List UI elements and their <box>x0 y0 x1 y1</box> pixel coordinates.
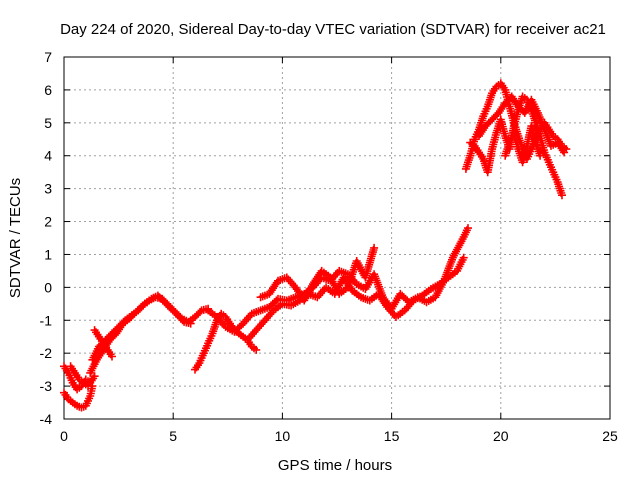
series-marks-m <box>475 92 569 157</box>
y-axis-title: SDTVAR / TECUs <box>7 178 24 298</box>
y-tick-label: 1 <box>44 246 52 262</box>
series-g <box>191 309 261 374</box>
series-marks-a <box>60 382 97 412</box>
x-axis-title: GPS time / hours <box>278 457 392 474</box>
series-j <box>256 243 379 305</box>
x-tick-label: 25 <box>602 428 618 444</box>
series-marks-d <box>86 293 213 377</box>
y-tick-label: 6 <box>44 82 52 98</box>
y-tick-label: 5 <box>44 115 52 131</box>
y-tick-label: 4 <box>44 148 52 164</box>
series-marks-e <box>88 291 195 364</box>
y-tick-label: 7 <box>44 49 52 65</box>
series-f <box>90 326 116 361</box>
series-marks-j <box>256 243 379 305</box>
x-tick-label: 0 <box>60 428 68 444</box>
x-tick-label: 20 <box>493 428 509 444</box>
series-n <box>501 122 545 167</box>
plot-frame <box>63 56 611 420</box>
y-tick-label: -2 <box>40 345 53 361</box>
series-marks-h <box>204 224 472 336</box>
y-tick-label: -4 <box>40 411 53 427</box>
series-marks-f <box>90 326 116 361</box>
x-tick-label: 5 <box>169 428 177 444</box>
grid-lines <box>64 57 610 419</box>
series-m <box>475 92 569 157</box>
series-i <box>243 253 468 344</box>
chart-title: Day 224 of 2020, Sidereal Day-to-day VTE… <box>60 21 606 38</box>
y-tick-label: 2 <box>44 214 52 230</box>
axis-ticks <box>63 56 611 420</box>
y-tick-labels: -4 -3 -2 -1 0 1 2 3 4 5 6 7 <box>40 49 53 427</box>
series-a <box>60 382 97 412</box>
series-marks-g <box>191 309 261 374</box>
y-tick-label: -1 <box>40 312 53 328</box>
series-marks-c <box>66 362 92 391</box>
y-tick-label: 3 <box>44 181 52 197</box>
data-marks <box>60 79 571 412</box>
x-tick-label: 15 <box>384 428 400 444</box>
series-marks-i <box>243 253 468 344</box>
series-e <box>88 291 195 364</box>
series-d <box>86 293 213 377</box>
x-tick-label: 10 <box>275 428 291 444</box>
series-h <box>204 224 472 336</box>
series-c <box>66 362 92 391</box>
y-tick-label: 0 <box>44 279 52 295</box>
series-marks-n <box>501 122 545 167</box>
x-tick-labels: 0 5 10 15 20 25 <box>60 428 618 444</box>
y-tick-label: -3 <box>40 378 53 394</box>
